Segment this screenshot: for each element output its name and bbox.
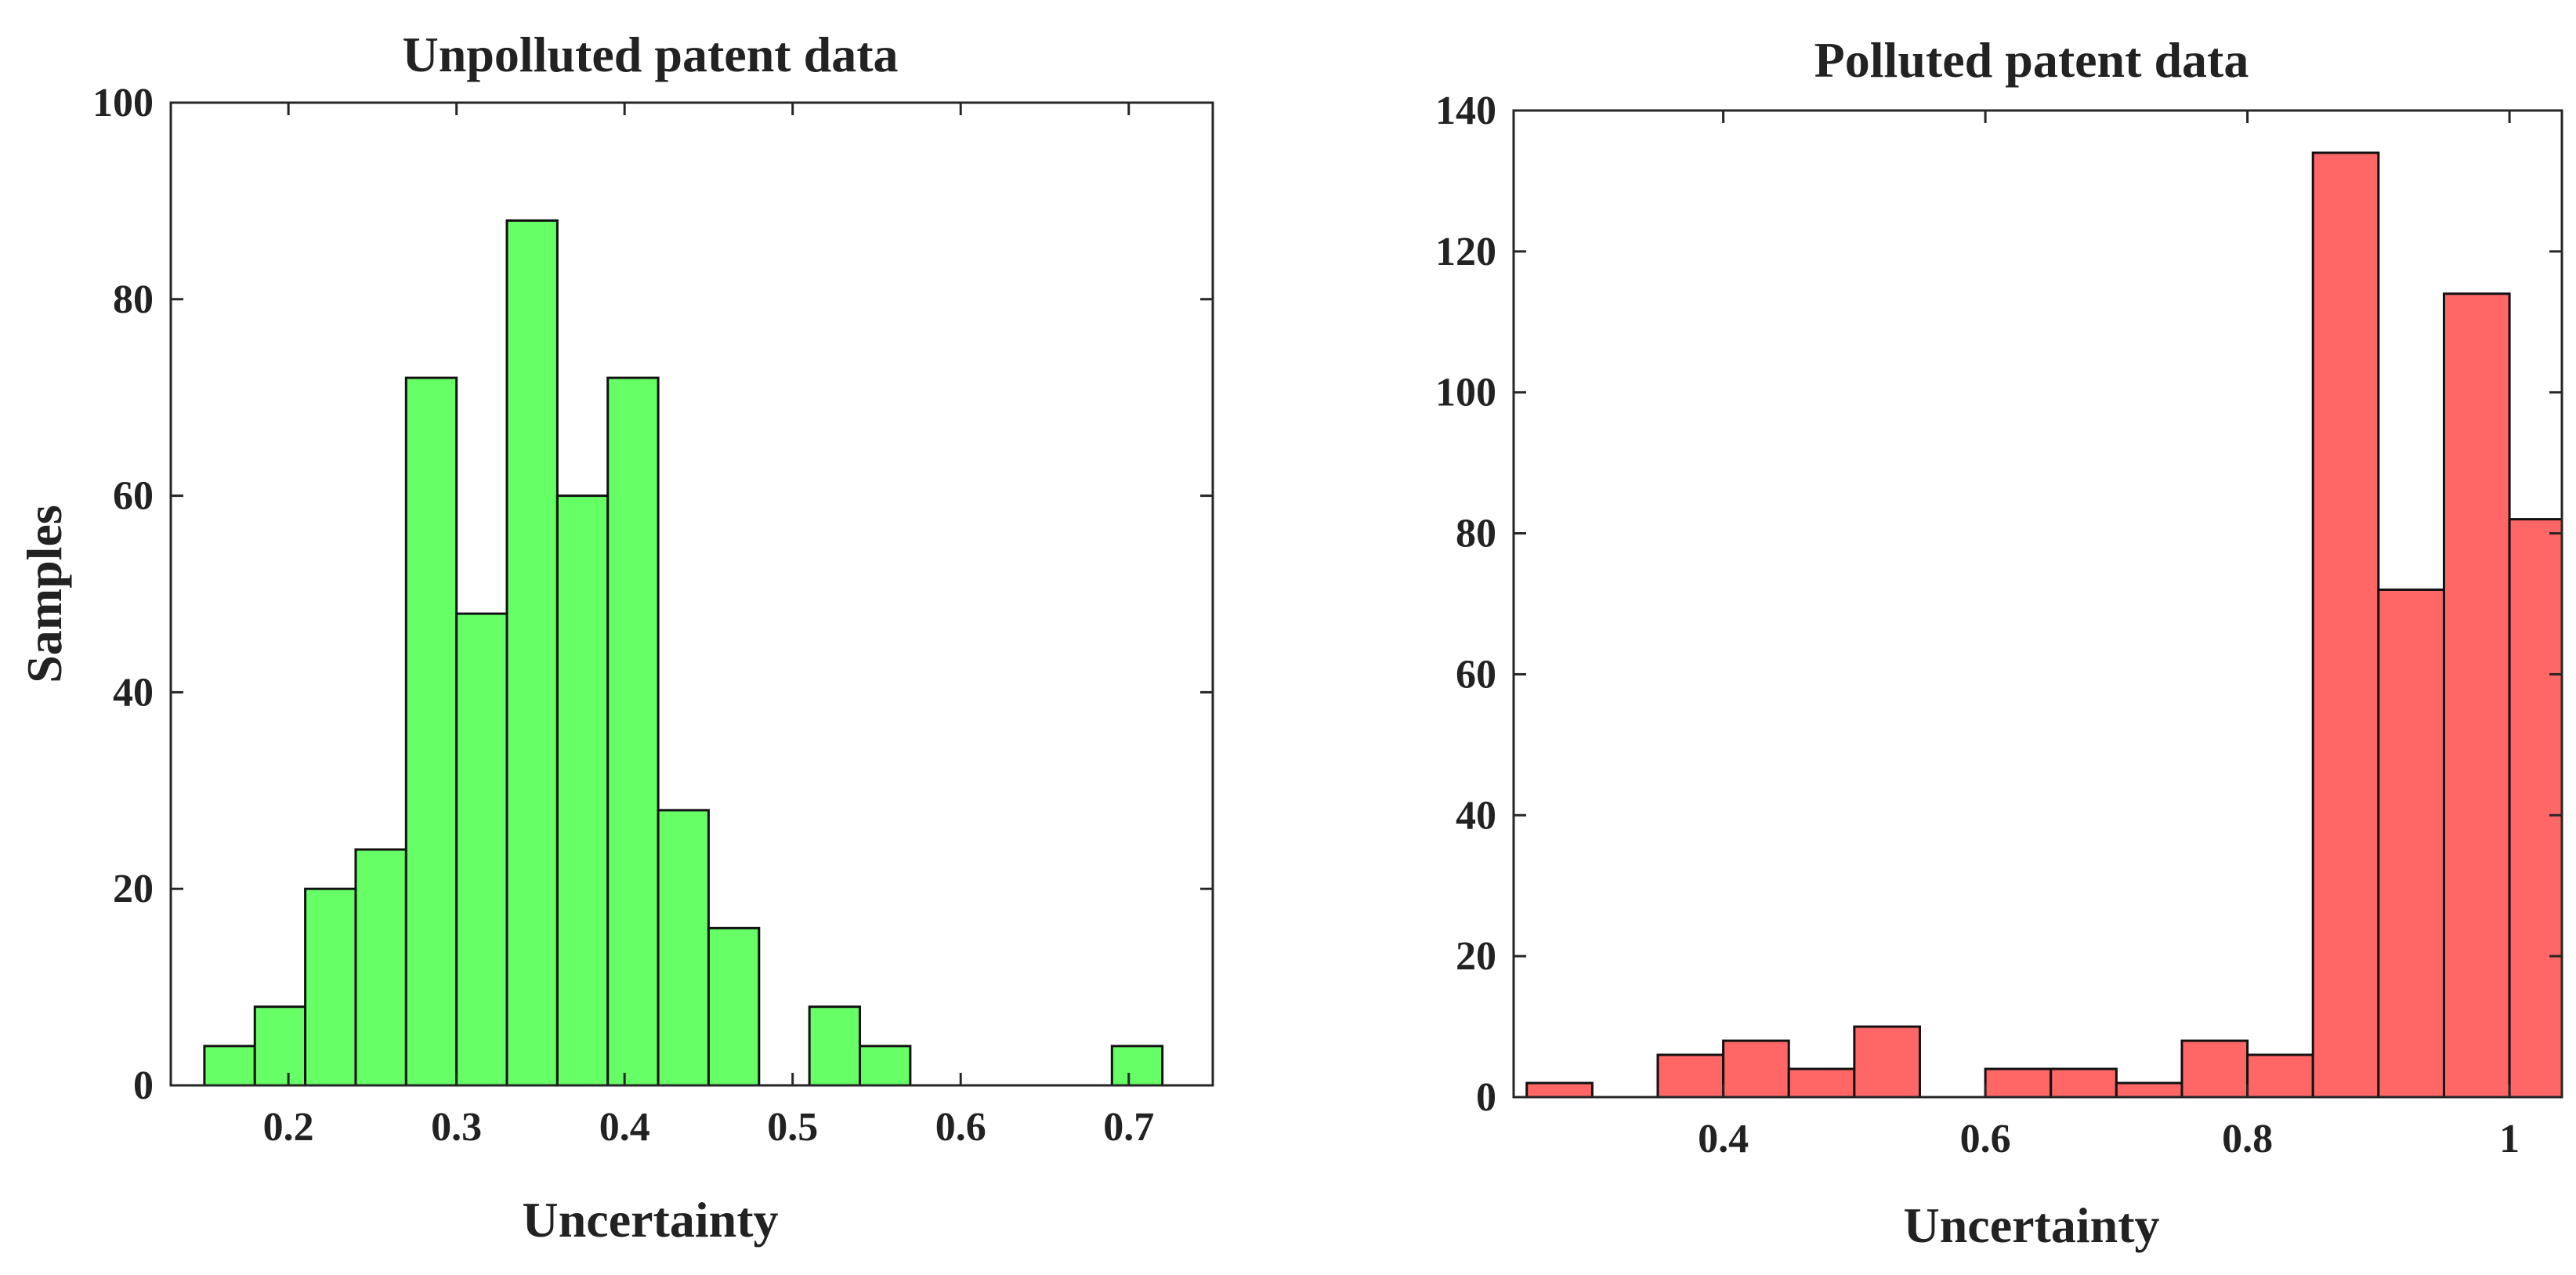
y-tick-label: 20 — [1456, 934, 1496, 979]
y-tick-label: 40 — [1456, 793, 1496, 838]
ticks: 0 20 40 60 80 100 0.2 0.3 0.4 0.5 0.6 0.7 — [92, 81, 1213, 1150]
axes-box — [1512, 109, 2563, 1099]
y-tick-label: 100 — [1435, 371, 1496, 415]
y-tick-label: 60 — [1456, 652, 1496, 697]
histogram-bar — [2115, 1081, 2183, 1099]
histogram-bar — [404, 376, 458, 1087]
histogram-bar — [606, 376, 660, 1087]
y-tick-label: 80 — [113, 277, 154, 322]
y-tick-label: 140 — [1435, 89, 1496, 133]
x-tick-label: 0.8 — [2222, 1117, 2273, 1161]
chart-title: Unpolluted patent data — [403, 27, 899, 82]
bar-series — [1525, 151, 2563, 1099]
histogram-bar — [1525, 1081, 1594, 1099]
y-tick-label: 60 — [113, 474, 154, 519]
histogram-bar — [859, 1045, 912, 1087]
x-axis-label: Uncertainty — [1903, 1197, 2159, 1253]
y-tick-label: 40 — [113, 670, 154, 715]
y-tick-label: 80 — [1456, 512, 1496, 556]
histogram-bar — [1853, 1025, 1921, 1099]
bar-series — [203, 219, 1164, 1087]
histogram-bar — [2311, 151, 2380, 1099]
histogram-bar — [2180, 1039, 2249, 1099]
histogram-bar — [1722, 1039, 1790, 1099]
histogram-bar — [1984, 1067, 2053, 1099]
y-tick-label: 0 — [133, 1063, 154, 1108]
y-tick-label: 120 — [1435, 230, 1496, 274]
y-axis-label: Samples — [16, 505, 72, 683]
polluted-chart-panel: Polluted patent data 0204060801001201400… — [1435, 32, 2563, 1253]
ticks: 0 20 40 60 80 100 120 140 0.4 0.6 0.8 1 — [1435, 89, 2562, 1161]
x-axis-label: Uncertainty — [522, 1192, 778, 1248]
histogram-bar — [657, 809, 710, 1087]
histogram-bar — [203, 1045, 256, 1087]
histogram-bar — [2508, 518, 2563, 1099]
axes-box — [169, 101, 1214, 1087]
histogram-bar — [1110, 1045, 1164, 1087]
x-tick-label: 0.3 — [431, 1105, 482, 1150]
x-tick-label: 0.6 — [935, 1105, 986, 1150]
histogram-bar — [2246, 1053, 2314, 1099]
x-tick-label: 0.2 — [263, 1105, 314, 1150]
unpolluted-chart-panel: Unpolluted patent data 0 20 40 60 80 100 0.2 0.… — [16, 27, 1214, 1248]
histogram-bar — [2050, 1067, 2118, 1099]
x-tick-label: 1 — [2499, 1117, 2520, 1161]
y-tick-label: 20 — [113, 867, 154, 911]
histogram-bar — [505, 219, 559, 1087]
y-tick-label: 100 — [92, 81, 154, 125]
histogram-bar — [1787, 1067, 1856, 1099]
x-tick-label: 0.5 — [767, 1105, 818, 1150]
histogram-bar — [354, 848, 407, 1087]
histogram-bar — [304, 887, 357, 1087]
x-tick-label: 0.6 — [1960, 1117, 2011, 1161]
x-tick-label: 0.7 — [1103, 1105, 1154, 1150]
histogram-bar — [455, 612, 508, 1087]
histogram-bar — [707, 926, 761, 1087]
chart-title: Polluted patent data — [1814, 32, 2249, 88]
histogram-bar — [1656, 1053, 1725, 1099]
histogram-bar — [2377, 589, 2445, 1099]
histogram-bar — [555, 494, 610, 1087]
histogram-bar — [2442, 292, 2511, 1099]
y-tick-label: 0 — [1476, 1075, 1496, 1120]
histogram-bar — [253, 1005, 307, 1087]
x-tick-label: 0.4 — [1698, 1117, 1749, 1161]
histogram-bar — [808, 1005, 862, 1087]
x-tick-label: 0.4 — [599, 1105, 650, 1150]
